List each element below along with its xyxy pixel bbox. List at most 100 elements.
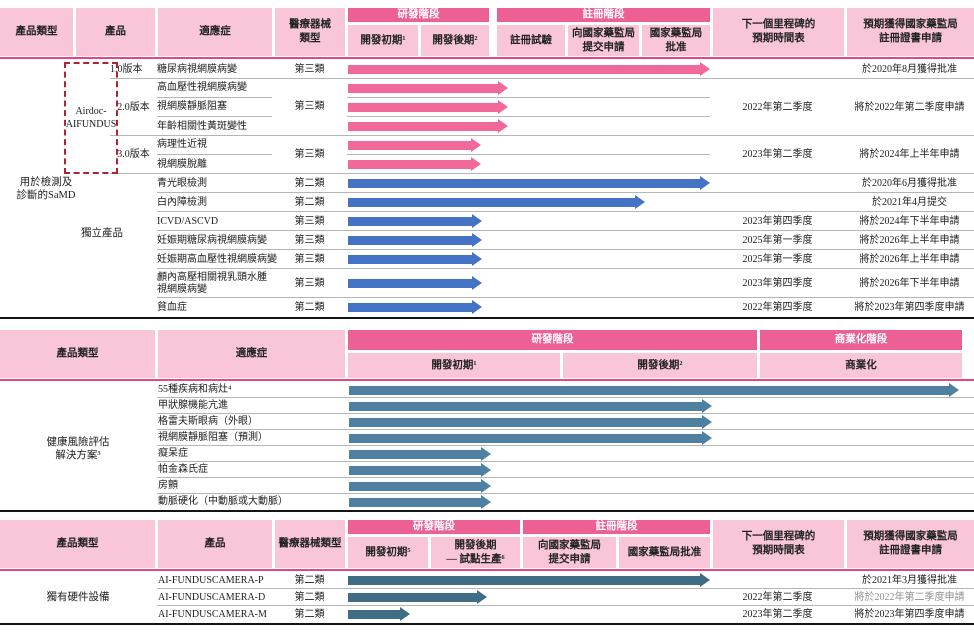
row-standalone: 妊娠期高血壓性視網膜病變 第三類 2025年第一季度 將於2026年上半年申請 — [0, 250, 974, 269]
expected-cell: 將於2026年上半年申請 — [859, 253, 960, 265]
progress-arrow — [349, 430, 712, 445]
expected-cell: 將於2026年下半年申請 — [859, 277, 960, 289]
progress-arrow — [348, 252, 482, 266]
col-late-dev: 開發後期² — [421, 25, 489, 56]
col-product: 產品 — [76, 8, 155, 56]
timeline-cell: 2022年第四季度 — [742, 301, 813, 313]
expected-cell: 將於2023年第四季度申請 — [854, 301, 965, 313]
progress-arrow — [348, 276, 482, 290]
progress-arrow — [349, 382, 959, 397]
version-label: 2.0版本 — [117, 101, 150, 113]
stage-track — [347, 589, 710, 606]
band-comm-stage: 商業化階段 — [760, 330, 962, 350]
progress-arrow — [348, 607, 410, 621]
expected-cell: 於2021年4月提交 — [872, 196, 947, 208]
expected-cell: 於2021年3月獲得批准 — [862, 574, 957, 586]
timeline-cell — [710, 193, 845, 212]
band-rd-stage: 研發階段 — [348, 520, 520, 534]
progress-arrow — [349, 446, 491, 461]
class-cell: 第二類 — [294, 196, 325, 208]
class-cell: 第二類 — [294, 608, 325, 620]
progress-arrow — [348, 573, 710, 587]
row-standalone: 白內障檢測 第二類 於2021年4月提交 — [0, 193, 974, 212]
row-risk: 帕金森氏症 — [0, 462, 974, 478]
stage-track — [347, 193, 710, 212]
timeline-cell — [710, 60, 845, 79]
stage-track — [347, 155, 710, 174]
col-category: 產品類型 — [0, 330, 155, 378]
col-early-dev: 開發初期¹ — [348, 25, 418, 56]
class-cell: 第三類 — [294, 253, 325, 265]
col-category: 產品類型 — [0, 8, 73, 56]
sub-row: 高血壓性視網膜病變 — [157, 79, 710, 98]
header-separator-line — [0, 569, 974, 571]
product-cell: AI-FUNDUSCAMERA-D — [158, 591, 266, 603]
band-rd-stage: 研發階段 — [348, 330, 757, 350]
indication-cell: 甲狀腺機能亢進 — [158, 400, 228, 411]
indication-cell: 格雷夫斯眼病（外眼） — [158, 416, 258, 427]
col-device-class: 醫療器械 類型 — [275, 8, 345, 56]
progress-arrow — [348, 214, 482, 228]
class-cell: 第三類 — [294, 63, 325, 75]
timeline-cell: 2023年第二季度 — [742, 608, 813, 620]
table-health-risk-rows: 55種疾病和病灶⁴ 甲狀腺機能亢進 格雷夫斯眼病（外眼） 視網膜靜脈阻塞（預測） — [0, 382, 974, 512]
progress-arrow — [349, 494, 491, 509]
progress-arrow — [348, 157, 481, 171]
stage-track — [348, 382, 962, 398]
col-early-dev: 開發初期¹ — [348, 353, 560, 378]
stage-track — [347, 136, 710, 155]
indication-cell: 帕金森氏症 — [158, 464, 208, 475]
class-cell: 第二類 — [294, 591, 325, 603]
product-box-airdoc-aifundus: Airdoc- AIFUNDUS — [64, 62, 118, 174]
col-next-milestone: 下一個里程碑的 預期時間表 — [713, 520, 844, 568]
category-label-health-risk: 健康風險評估 解決方案³ — [46, 436, 110, 461]
indication-cell: 白內障檢測 — [157, 196, 207, 208]
category-label-hardware: 獨有硬件設備 — [46, 592, 110, 604]
row-aifundus-v1: 1.0版本 糖尿病視網膜病變 第三類 於2020年8月獲得批准 — [0, 60, 974, 79]
col-late-dev: 開發後期² — [563, 353, 757, 378]
indication-cell: 妊娠期糖尿病視網膜病變 — [157, 234, 267, 246]
col-reg-trial: 註冊試驗 — [497, 25, 565, 56]
row-risk: 甲狀腺機能亢進 — [0, 398, 974, 414]
timeline-cell: 2023年第二季度 — [742, 149, 813, 160]
sub-row: 視網膜脫離 — [157, 155, 710, 174]
indication-cell: 癡呆症 — [158, 448, 188, 459]
row-risk: 視網膜靜脈阻塞（預測） — [0, 430, 974, 446]
progress-arrow — [349, 414, 712, 429]
table-health-risk-header: 產品類型 適應症 研發階段 商業化階段 開發初期¹ 開發後期² 商業化 — [0, 330, 974, 378]
indication-cell: 55種疾病和病灶⁴ — [158, 384, 232, 395]
col-product: 產品 — [158, 520, 272, 568]
row-hardware: AI-FUNDUSCAMERA-P 第二類 於2021年3月獲得批准 — [0, 572, 974, 589]
indication-cell: 貧血症 — [157, 301, 187, 313]
stage-track — [347, 269, 710, 298]
group-aifundus-v2: 2.0版本 高血壓性視網膜病變 視網膜靜脈阻塞 年齡相關性黃斑變性 — [0, 79, 974, 136]
indication-cell: 視網膜靜脈阻塞 — [157, 98, 272, 117]
stage-track — [347, 117, 710, 136]
row-standalone: 貧血症 第二類 2022年第四季度 將於2023年第四季度申請 — [0, 298, 974, 317]
stage-track — [348, 446, 962, 462]
progress-arrow — [348, 99, 508, 114]
indication-cell: 病理性近視 — [157, 136, 272, 155]
class-cell: 第三類 — [294, 148, 325, 160]
col-indication: 適應症 — [158, 8, 272, 56]
timeline-cell: 2025年第一季度 — [742, 253, 813, 265]
band-rd-stage: 研發階段 — [348, 8, 489, 22]
row-hardware: AI-FUNDUSCAMERA-M 第二類 2023年第二季度 將於2023年第… — [0, 606, 974, 623]
col-nmpa-approve: 國家藥監局批准 — [619, 537, 710, 568]
stage-track — [348, 430, 962, 446]
class-cell: 第三類 — [294, 101, 325, 113]
col-category: 產品類型 — [0, 520, 155, 568]
col-early-dev: 開發初期⁵ — [348, 537, 428, 568]
timeline-cell — [710, 174, 845, 193]
progress-arrow — [348, 233, 482, 247]
row-risk: 55種疾病和病灶⁴ — [0, 382, 974, 398]
expected-cell: 將於2022年第二季度申請 — [854, 101, 965, 113]
row-risk: 格雷夫斯眼病（外眼） — [0, 414, 974, 430]
row-hardware: AI-FUNDUSCAMERA-D 第二類 2022年第二季度 將於2022年第… — [0, 589, 974, 606]
col-nmpa-submit: 向國家藥監局 提交申請 — [568, 25, 639, 56]
group-aifundus-v3: 3.0版本 病理性近視 視網膜脫離 2023年第二季度 將於2024年上半年申請 — [0, 136, 974, 174]
header-separator-line — [0, 379, 974, 381]
progress-arrow — [348, 62, 710, 76]
indication-cell: 高血壓性視網膜病變 — [157, 79, 272, 98]
stage-track — [347, 98, 710, 117]
